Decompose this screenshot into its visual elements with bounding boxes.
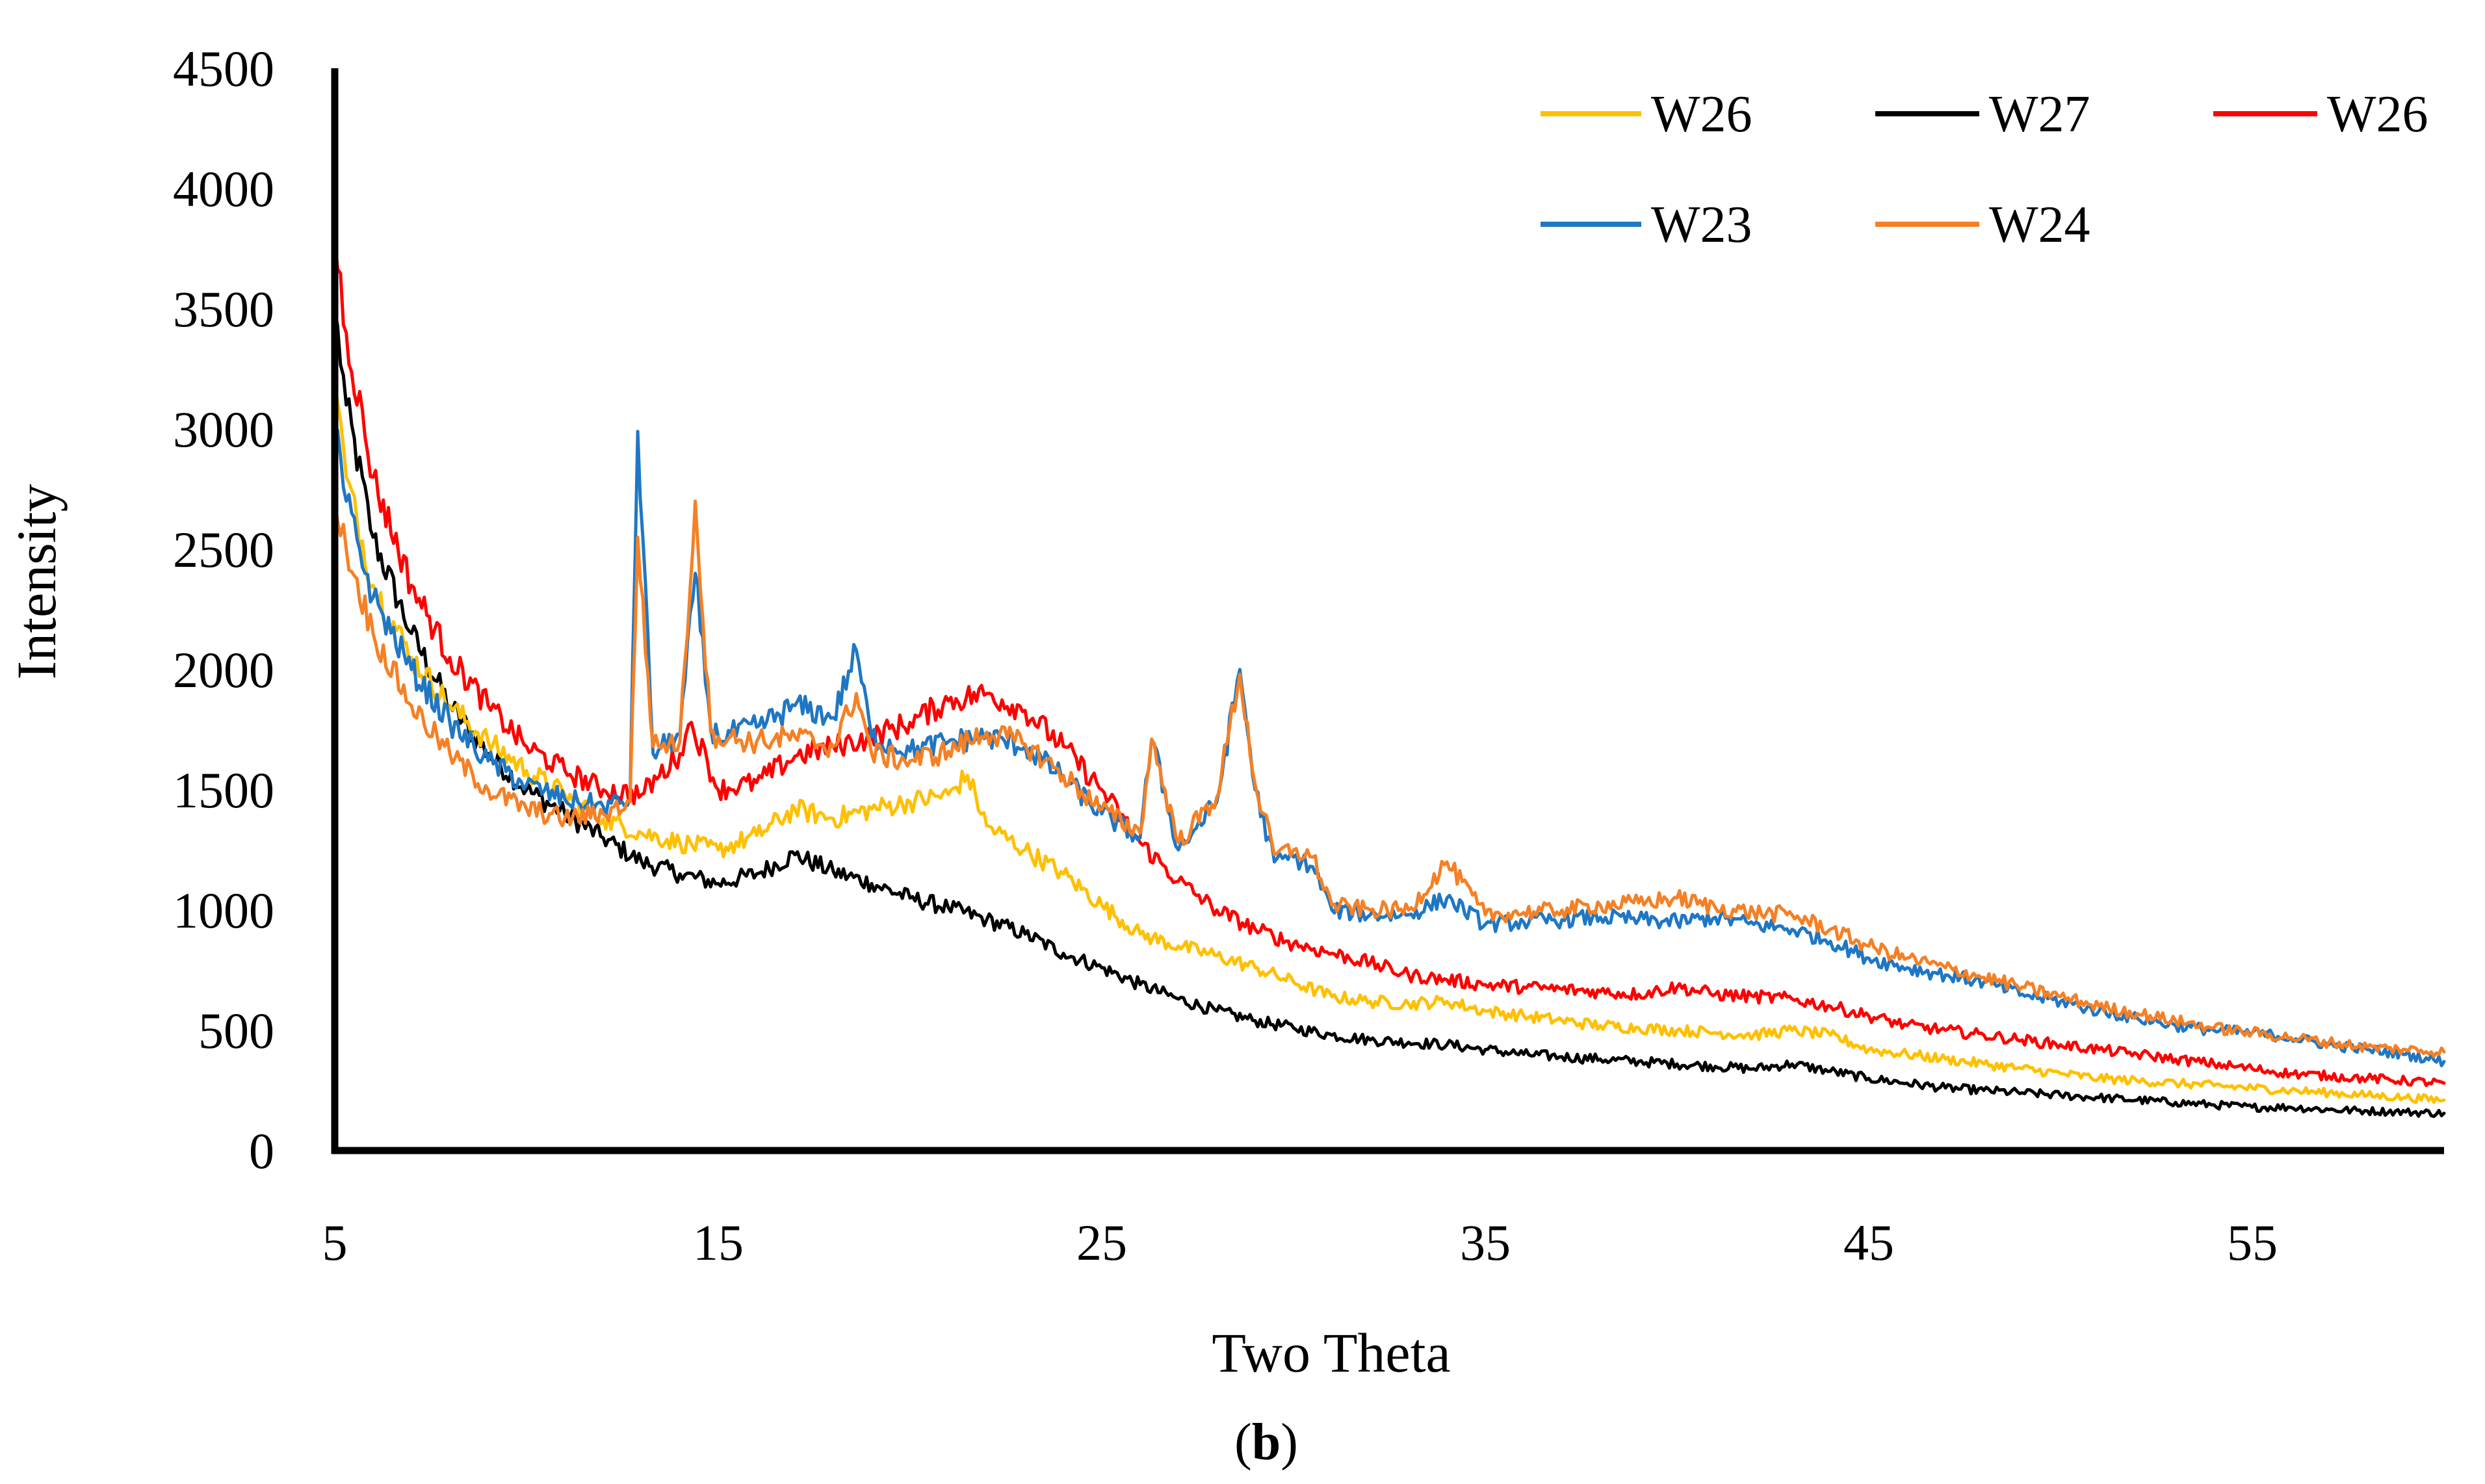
caption-close: ) [1281,1414,1298,1471]
x-tick-label: 55 [2227,1214,2278,1271]
legend-label: W26 [1651,86,1752,143]
figure-caption: (b) [1234,1414,1298,1471]
x-axis-title: Two Theta [1212,1321,1450,1384]
series-line-w24-4 [333,499,2446,1058]
x-tick-label: 5 [322,1214,348,1271]
y-tick-label: 3000 [173,401,274,458]
series-line-w23-3 [333,427,2446,1067]
y-tick-label: 3500 [173,281,274,337]
legend: W26 W27 W26 W23 W24 [1541,86,2428,254]
y-tick-label: 2000 [173,642,274,698]
legend-label: W27 [1989,86,2090,143]
x-tick-label: 35 [1460,1214,1511,1271]
x-tick-label: 45 [1843,1214,1894,1271]
legend-label: W23 [1651,196,1752,254]
y-tick-label: 1500 [173,762,274,818]
series-line-w26-0 [333,379,2446,1104]
y-axis-ticks: 0 500 1000 1500 2000 2500 3000 3500 4000 4500 [173,40,274,1179]
x-axis-ticks: 5 15 25 35 45 55 [322,1214,2278,1271]
y-axis-title: Intensity [5,484,68,680]
series-line-w26-2 [333,235,2446,1087]
series-layer [333,235,2446,1118]
caption-open: ( [1234,1414,1252,1471]
y-tick-label: 1000 [173,882,274,939]
y-tick-label: 2500 [173,521,274,578]
y-tick-label: 4000 [173,161,274,217]
legend-label: W26 [2327,86,2428,143]
caption-letter: b [1252,1414,1281,1471]
y-tick-label: 0 [249,1123,274,1179]
series-line-w27-1 [333,307,2446,1118]
y-tick-label: 500 [198,1002,274,1059]
legend-label: W24 [1989,196,2090,254]
y-tick-label: 4500 [173,40,274,97]
x-tick-label: 25 [1076,1214,1127,1271]
x-tick-label: 15 [693,1214,744,1271]
